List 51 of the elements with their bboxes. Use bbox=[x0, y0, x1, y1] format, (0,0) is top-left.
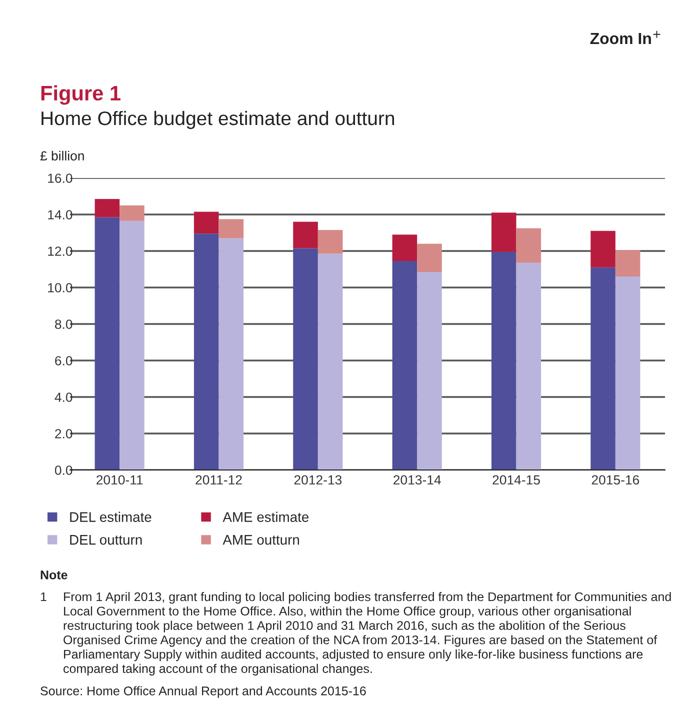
chart-title: Figure 1 bbox=[41, 85, 120, 105]
y-tick-label: 2.0 bbox=[55, 429, 72, 438]
bar bbox=[590, 267, 616, 470]
bar bbox=[417, 272, 442, 470]
legend-label: AME outturn bbox=[222, 535, 299, 545]
legend-label: AME estimate bbox=[222, 512, 309, 522]
bar bbox=[392, 234, 418, 262]
bar bbox=[392, 261, 418, 470]
bar bbox=[516, 228, 542, 263]
bar bbox=[318, 230, 343, 254]
legend-label: DEL estimate bbox=[70, 512, 152, 522]
y-tick-label: 16.0 bbox=[48, 174, 72, 183]
bar bbox=[120, 220, 144, 470]
x-tick-label: 2011-12 bbox=[196, 475, 242, 485]
bar bbox=[417, 244, 442, 272]
bar bbox=[491, 212, 516, 252]
y-axis-title: £ billion bbox=[40, 150, 84, 161]
bar bbox=[615, 276, 640, 470]
bar bbox=[293, 222, 318, 248]
text: Note bbox=[40, 570, 68, 580]
chart-subtitle: Home Office budget estimate and outturn bbox=[42, 110, 394, 130]
legend-label: DEL outturn bbox=[70, 535, 142, 545]
bar bbox=[194, 212, 219, 234]
bar bbox=[94, 217, 120, 470]
bar bbox=[120, 205, 144, 221]
y-tick-label: 0.0 bbox=[54, 466, 72, 475]
text: Zoom In$^{+}$ bbox=[590, 30, 660, 44]
text: 1 bbox=[40, 592, 46, 602]
y-tick-label: 14.0 bbox=[48, 210, 72, 220]
x-tick-label: 2010-11 bbox=[96, 475, 143, 485]
bar bbox=[218, 238, 244, 470]
y-tick-label: 10.0 bbox=[48, 283, 72, 292]
text: From 1 April 2013, grant funding to local policing bodies transferred from the Department for Communities and Local Government to the Home Office. Also, within the Home Office group, various other organisational restructuring took place between 1 April 2010 and 31 March 2016, such as the abolition of the Serious Organised Crime Agency and the creation of the NCA from 2013-14. Figures are based on the Statement of Parliamentary Supply within audited accounts, adjusted to ensure only like-for-like business functions are compared taking account of the organisational changes. bbox=[64, 592, 671, 676]
bar bbox=[516, 262, 542, 470]
y-tick-label: 8.0 bbox=[55, 320, 72, 329]
x-tick-label: 2014-15 bbox=[492, 475, 540, 485]
x-tick-label: 2013-14 bbox=[394, 475, 441, 485]
y-tick-label: 4.0 bbox=[54, 392, 72, 402]
source-note: Source: Home Office Annual Report and Accounts 2015-16 bbox=[40, 686, 366, 698]
x-tick-label: 2012-13 bbox=[294, 475, 342, 485]
bar bbox=[491, 252, 516, 470]
bar bbox=[194, 234, 219, 470]
bar bbox=[94, 198, 120, 218]
bar bbox=[218, 219, 244, 238]
x-tick-label: 2015-16 bbox=[592, 475, 640, 485]
bar bbox=[615, 250, 640, 277]
bar bbox=[318, 254, 343, 470]
y-tick-label: 12.0 bbox=[48, 246, 72, 256]
bar bbox=[590, 230, 616, 268]
bar bbox=[293, 248, 318, 470]
y-tick-label: 6.0 bbox=[55, 356, 72, 366]
